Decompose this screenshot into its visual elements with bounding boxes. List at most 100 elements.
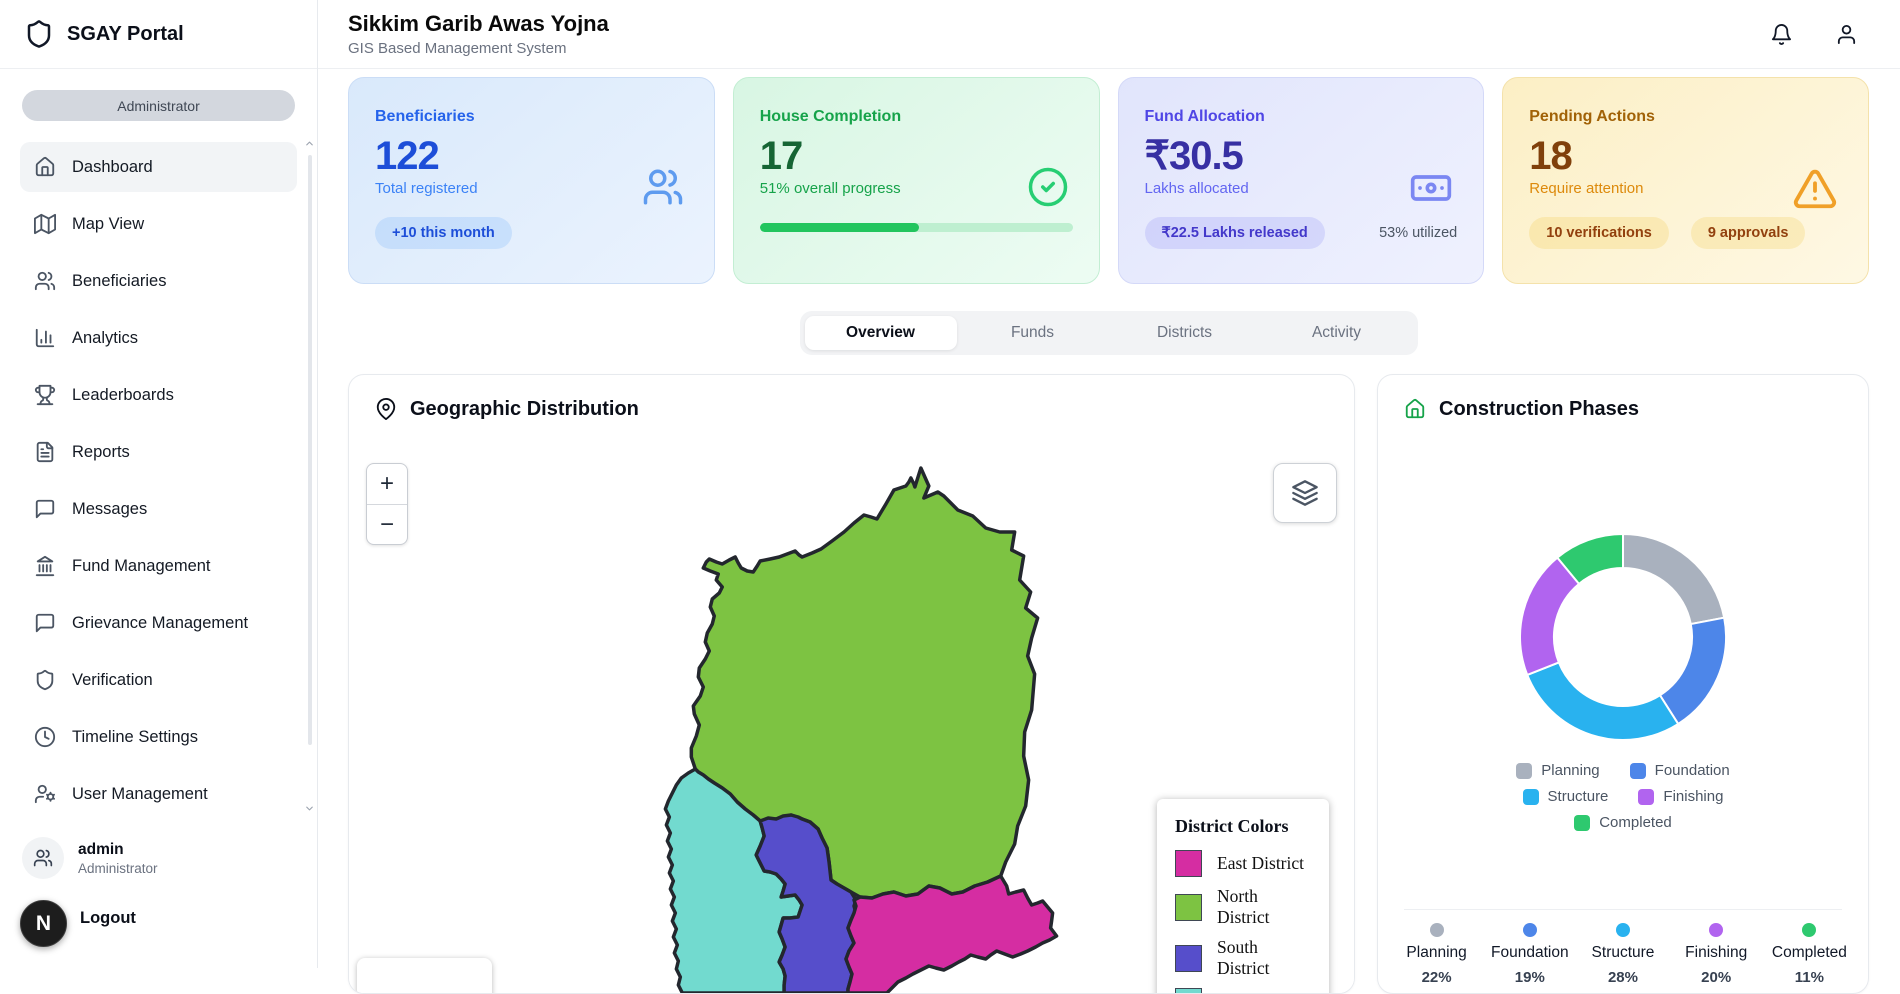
construction-phases-card: Construction Phases Planning Foundation [1377, 374, 1869, 994]
phase-label: Planning [1406, 944, 1466, 962]
legend-label: Foundation [1655, 762, 1730, 779]
page-title: Sikkim Garib Awas Yojna [348, 11, 609, 37]
legend-swatch-south [1175, 945, 1202, 972]
map-pin-icon [375, 398, 397, 420]
sidebar-scrollbar[interactable] [308, 155, 312, 745]
user-name: admin [78, 841, 158, 859]
phase-percent: 11% [1795, 969, 1824, 986]
tab-funds[interactable]: Funds [957, 316, 1109, 350]
sidebar-item-fund-management[interactable]: Fund Management [20, 541, 297, 591]
phase-dot [1430, 923, 1444, 937]
sidebar-item-beneficiaries[interactable]: Beneficiaries [20, 256, 297, 306]
legend-swatch-structure [1523, 789, 1539, 805]
app-name: SGAY Portal [67, 23, 184, 46]
sidebar-item-leaderboards[interactable]: Leaderboards [20, 370, 297, 420]
shield-icon [34, 669, 56, 691]
users-icon [34, 270, 56, 292]
legend-label: Planning [1541, 762, 1599, 779]
tab-activity[interactable]: Activity [1261, 316, 1413, 350]
phase-percent: 20% [1701, 969, 1731, 986]
sidebar-item-label: Fund Management [72, 557, 211, 576]
legend-item: Planning [1516, 762, 1599, 779]
legend-item: Structure [1523, 788, 1609, 805]
legend-swatch-east [1175, 850, 1202, 877]
sidebar-item-reports[interactable]: Reports [20, 427, 297, 477]
sidebar-item-dashboard[interactable]: Dashboard [20, 142, 297, 192]
sidebar-item-map-view[interactable]: Map View [20, 199, 297, 249]
sidebar-item-messages[interactable]: Messages [20, 484, 297, 534]
phase-summary-row: Planning 22% Foundation 19% Structure 28… [1378, 923, 1868, 986]
divider [1404, 909, 1842, 910]
sidebar-item-verification[interactable]: Verification [20, 655, 297, 705]
legend-item: Foundation [1630, 762, 1730, 779]
phase-summary-completed: Completed 11% [1763, 923, 1856, 986]
page-subtitle: GIS Based Management System [348, 40, 609, 57]
trophy-icon [34, 384, 56, 406]
main-content: Beneficiaries 122 Total registered +10 t… [318, 69, 1900, 968]
map-zoom-control: + − [366, 463, 408, 545]
sidebar-item-label: Analytics [72, 329, 138, 348]
house-icon [1404, 398, 1426, 420]
sidebar-item-user-management[interactable]: User Management [20, 769, 297, 819]
sidebar-item-timeline-settings[interactable]: Timeline Settings [20, 712, 297, 762]
bell-icon[interactable] [1770, 23, 1793, 46]
sidebar: SGAY Portal Administrator Dashboard Map … [0, 0, 318, 968]
donut-legend: Planning Foundation Structure Finishing [1378, 762, 1868, 831]
alert-triangle-icon [1792, 166, 1838, 212]
legend-label: South District [1217, 937, 1311, 979]
landmark-icon [34, 555, 56, 577]
phase-dot [1709, 923, 1723, 937]
map[interactable]: + − District Colors East District North … [349, 442, 1354, 993]
legend-label: East District [1217, 853, 1304, 874]
stat-title: Pending Actions [1529, 108, 1842, 126]
bar-chart-icon [34, 327, 56, 349]
message-square-icon [34, 612, 56, 634]
sidebar-item-analytics[interactable]: Analytics [20, 313, 297, 363]
sidebar-item-label: Map View [72, 215, 144, 234]
stat-card-fund-allocation: Fund Allocation ₹30.5 Lakhs allocated ₹2… [1118, 77, 1485, 284]
sidebar-item-label: Grievance Management [72, 614, 248, 633]
shield-logo-icon [24, 19, 54, 49]
sidebar-scroll-down-icon[interactable] [304, 803, 315, 814]
users-icon [642, 166, 684, 208]
sidebar-scroll-up-icon[interactable] [304, 138, 315, 149]
phase-dot [1616, 923, 1630, 937]
construction-phases-donut [1513, 527, 1733, 747]
layers-icon [1291, 479, 1319, 507]
legend-item: East District [1175, 850, 1311, 877]
progress-fill [760, 223, 920, 232]
nextjs-dev-badge[interactable]: N [20, 900, 67, 947]
tab-districts[interactable]: Districts [1109, 316, 1261, 350]
user-icon[interactable] [1835, 23, 1858, 46]
legend-label: Completed [1599, 814, 1672, 831]
sidebar-item-label: Dashboard [72, 158, 153, 177]
phase-summary-finishing: Finishing 20% [1670, 923, 1763, 986]
legend-item: South District [1175, 937, 1311, 979]
zoom-in-button[interactable]: + [367, 464, 407, 504]
sidebar-item-label: Verification [72, 671, 153, 690]
stat-card-beneficiaries: Beneficiaries 122 Total registered +10 t… [348, 77, 715, 284]
district-colors-legend: District Colors East District North Dist… [1157, 799, 1329, 994]
sidebar-item-label: Beneficiaries [72, 272, 166, 291]
file-text-icon [34, 441, 56, 463]
app-logo: SGAY Portal [0, 0, 317, 69]
legend-swatch-finishing [1638, 789, 1654, 805]
sidebar-item-grievance-management[interactable]: Grievance Management [20, 598, 297, 648]
tab-overview[interactable]: Overview [805, 316, 957, 350]
legend-label: North District [1217, 886, 1311, 928]
sidebar-item-label: Reports [72, 443, 130, 462]
zoom-out-button[interactable]: − [367, 504, 407, 544]
sidebar-item-label: Leaderboards [72, 386, 174, 405]
phase-label: Finishing [1685, 944, 1747, 962]
legend-swatch-west [1175, 988, 1202, 994]
logout-label: Logout [80, 909, 136, 928]
banknote-icon [1409, 166, 1453, 210]
map-layers-button[interactable] [1273, 463, 1337, 523]
stat-title: Beneficiaries [375, 108, 688, 126]
phase-percent: 19% [1515, 969, 1545, 986]
user-cog-icon [34, 783, 56, 805]
current-user: admin Administrator [22, 837, 295, 879]
stat-badge: ₹22.5 Lakhs released [1145, 217, 1325, 249]
avatar [22, 837, 64, 879]
legend-label: Structure [1548, 788, 1609, 805]
